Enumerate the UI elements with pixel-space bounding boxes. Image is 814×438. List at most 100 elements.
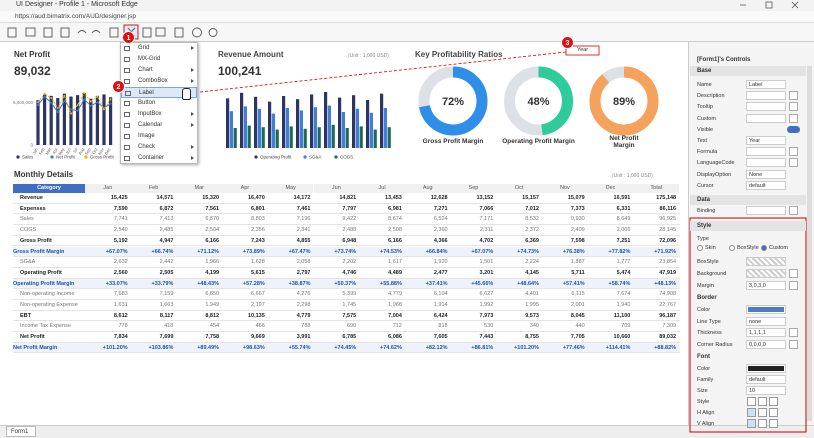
table-cell: Net Profit: [20, 334, 45, 341]
more-button[interactable]: [789, 158, 798, 168]
format-button[interactable]: [769, 397, 778, 406]
format-button[interactable]: [758, 397, 767, 406]
prop-input[interactable]: none: [746, 316, 786, 326]
menu-item[interactable]: Chart: [121, 65, 197, 76]
table-cell: 13,152: [476, 195, 494, 201]
format-button[interactable]: [747, 419, 756, 428]
table-cell: +88.82%: [654, 344, 677, 351]
menu-item[interactable]: Image: [121, 131, 197, 142]
format-button[interactable]: [747, 408, 756, 417]
table-cell: 23,854: [659, 259, 677, 266]
table-cell: 2,341: [296, 227, 311, 234]
table-cell: 709: [621, 323, 631, 330]
prop-input[interactable]: Label: [746, 80, 786, 89]
table-row: [13, 257, 680, 268]
table-cell: Gross Profit: [20, 237, 52, 244]
table-cell: +67.07%: [471, 248, 494, 255]
table-cell: +74.53%: [380, 248, 402, 255]
prop-input[interactable]: [746, 91, 786, 101]
prop-input[interactable]: default: [746, 375, 786, 384]
year-label[interactable]: Year: [576, 47, 589, 53]
table-row: [13, 342, 680, 354]
table-header: Dec: [587, 184, 634, 193]
section-title: Base: [697, 68, 712, 74]
more-button[interactable]: [789, 339, 798, 349]
toggle[interactable]: [787, 125, 800, 133]
prop-input[interactable]: [746, 113, 786, 123]
menu-item[interactable]: Button: [121, 98, 197, 109]
more-button[interactable]: [789, 206, 798, 215]
menu-item[interactable]: ComboBox: [121, 76, 197, 87]
radio[interactable]: [697, 245, 703, 251]
prop-input[interactable]: None: [746, 169, 786, 179]
title-bar: [0, 0, 814, 11]
menu-item[interactable]: Grid: [121, 43, 197, 54]
table-cell: 4,779: [388, 291, 402, 298]
prop-input[interactable]: [746, 102, 786, 112]
format-button[interactable]: [769, 419, 778, 428]
prop-input[interactable]: 3,0,3,0: [746, 281, 786, 290]
prop-input[interactable]: default: [746, 180, 786, 190]
table-cell: 22,767: [659, 302, 677, 308]
prop-name: Margin: [697, 283, 714, 289]
gauge-label: Net Profit Margin: [609, 135, 639, 149]
more-button[interactable]: [789, 91, 798, 101]
table-cell: 6,981: [388, 205, 402, 212]
kpi-title: Net Profit: [14, 50, 50, 59]
more-button[interactable]: [789, 102, 798, 112]
prop-input[interactable]: [746, 158, 786, 168]
menu-item[interactable]: Container: [121, 153, 197, 164]
kpi-value: 89,032: [14, 64, 51, 78]
more-button[interactable]: [789, 113, 798, 123]
table-cell: 11,100: [613, 312, 631, 319]
prop-input[interactable]: 10: [746, 386, 786, 395]
table-cell: 7,699: [159, 334, 174, 341]
prop-name: Type: [697, 236, 709, 242]
table-cell: +67.47%: [288, 248, 311, 255]
more-button[interactable]: [789, 269, 798, 278]
table-header: Nov: [542, 184, 588, 193]
table-cell: 7,461: [296, 205, 311, 212]
table-cell: 2,372: [525, 227, 539, 234]
prop-name: Background: [697, 271, 727, 277]
menu-item[interactable]: Check: [121, 142, 197, 153]
form-tab[interactable]: Form1: [6, 426, 36, 437]
prop-input[interactable]: [746, 147, 786, 157]
table-row: [13, 311, 680, 322]
table-row: [13, 193, 680, 204]
prop-input[interactable]: Year: [746, 136, 786, 145]
more-button[interactable]: [789, 328, 798, 337]
submenu-arrow: [191, 46, 194, 50]
prop-input[interactable]: 1,1,1,1: [746, 328, 786, 337]
radio[interactable]: [729, 245, 735, 251]
menu-item[interactable]: Calendar: [121, 120, 197, 131]
menu-item[interactable]: Label: [121, 87, 197, 98]
table-cell: 7,004: [388, 312, 402, 319]
format-button[interactable]: [758, 419, 767, 428]
menu-item[interactable]: MX-Grid: [121, 54, 197, 65]
prop-input[interactable]: 0,0,0,0: [746, 339, 786, 349]
prop-input[interactable]: [746, 206, 786, 215]
menu-item[interactable]: InputBox: [121, 109, 197, 120]
prop-name: Binding: [697, 208, 716, 214]
url[interactable]: https://aud.bimatrix.com/AUD/designer.js…: [15, 13, 137, 20]
table-cell: 6,424: [433, 312, 448, 319]
more-button[interactable]: [789, 281, 798, 290]
table-cell: EBT: [20, 312, 31, 319]
format-button[interactable]: [758, 408, 767, 417]
more-button[interactable]: [789, 147, 798, 157]
radio[interactable]: [761, 245, 767, 251]
prop-name: H Align: [697, 410, 715, 416]
table-cell: 1,914: [433, 302, 448, 308]
table-row: [13, 300, 680, 311]
subsection-title: Font: [697, 354, 710, 360]
format-button[interactable]: [769, 408, 778, 417]
format-button[interactable]: [747, 397, 756, 406]
table-cell: 818: [438, 323, 448, 330]
color-swatch: [748, 366, 784, 371]
table-cell: 8,532: [525, 216, 539, 223]
table-cell: 15,157: [522, 195, 539, 201]
table-cell: +74.73%: [517, 248, 539, 255]
table-cell: 7,243: [251, 237, 265, 244]
menu-icon: [124, 46, 130, 51]
